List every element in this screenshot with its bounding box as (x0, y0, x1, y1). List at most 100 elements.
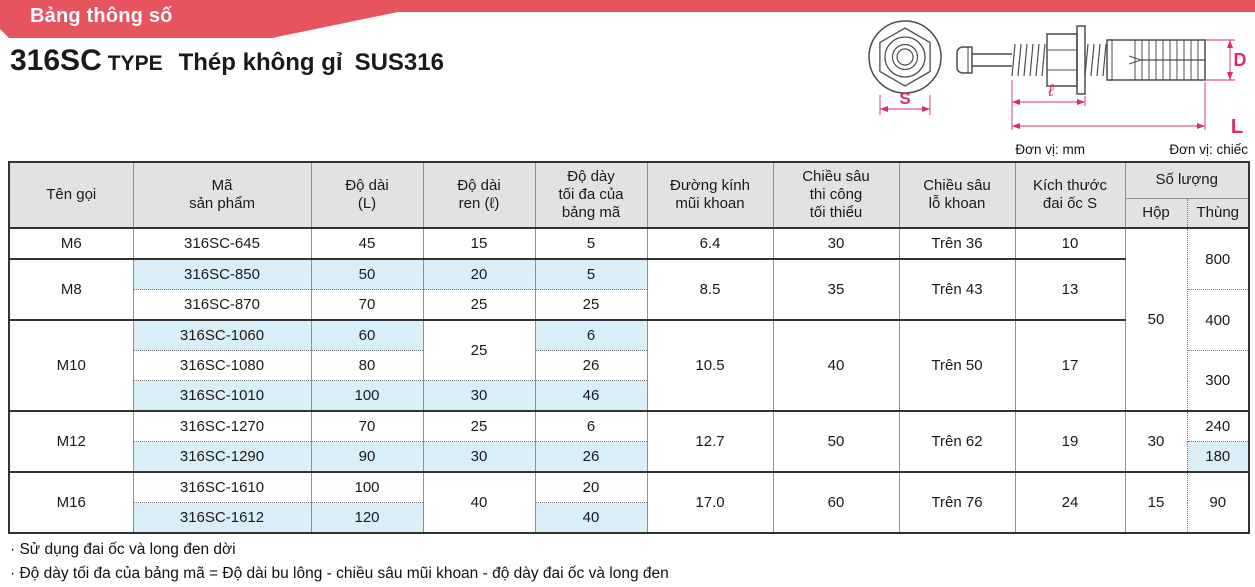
cell-hole-depth: Trên 43 (898, 258, 1016, 320)
cell-drill-diameter: 12.7 (646, 410, 774, 472)
banner-label: Bảng thông số (30, 5, 173, 27)
anchor-front-view-drawing (868, 20, 942, 94)
cell-thread-length: 20 (422, 258, 536, 290)
cell-carton-qty: 300 (1186, 350, 1250, 411)
anchor-side-view-drawing (956, 25, 1206, 95)
cell-thread-length: 30 (422, 441, 536, 472)
cell-thread-length: 40 (422, 471, 536, 533)
note-line: · Sử dụng đai ốc và long đen dời (10, 541, 236, 558)
cell-min-depth: 50 (772, 410, 900, 472)
cell-box-qty: 30 (1124, 410, 1188, 472)
cell-length: 90 (310, 441, 424, 472)
cell-drill-diameter: 8.5 (646, 258, 774, 320)
dim-label-l-small: ℓ (1047, 81, 1054, 100)
cell-code: 316SC-645 (132, 228, 312, 259)
cell-max-thickness: 26 (534, 350, 648, 381)
table-row: M8 316SC-850 50 20 5 8.5 35 Trên 43 13 (8, 258, 1249, 320)
cell-code: 316SC-1270 (132, 410, 312, 442)
cell-carton-qty: 90 (1186, 471, 1250, 533)
dimension-arrowheads (880, 40, 1233, 129)
cell-max-thickness: 46 (534, 380, 648, 411)
anchor-technical-drawing: S ℓ L D (868, 20, 1247, 138)
cell-max-thickness: 25 (534, 289, 648, 320)
cell-nut-size: 17 (1014, 319, 1126, 411)
cell-length: 100 (310, 380, 424, 411)
spec-table: Tên gọi Mã sản phẩm Độ dài (L) Độ dài re… (8, 161, 1251, 534)
cell-length: 80 (310, 350, 424, 381)
cell-code: 316SC-1060 (132, 319, 312, 351)
cell-max-thickness: 20 (534, 471, 648, 503)
cell-length: 45 (310, 228, 424, 259)
table-row: 316SC-1010 100 30 46 (9, 380, 1249, 411)
cell-carton-qty: 400 (1186, 289, 1250, 351)
cell-max-thickness: 6 (534, 410, 648, 442)
dimension-labels: S ℓ L D (899, 50, 1246, 138)
unit-label-pieces: Đơn vị: chiếc (1169, 142, 1248, 157)
header-row-2: Hộp Thùng (9, 197, 1250, 229)
cell-min-depth: 40 (772, 319, 900, 411)
table-row: 316SC-1612 120 40 (9, 502, 1249, 533)
cell-drill-diameter: 6.4 (646, 228, 774, 259)
cell-min-depth: 30 (772, 228, 900, 259)
col-header-nut-size: Kích thước đai ốc S (1014, 161, 1126, 229)
cell-max-thickness: 40 (534, 502, 648, 533)
cell-code: 316SC-870 (132, 289, 312, 320)
col-header-length: Độ dài (L) (310, 161, 424, 229)
cell-name: M6 (8, 228, 134, 259)
cell-hole-depth: Trên 76 (898, 471, 1016, 533)
dim-label-s: S (899, 89, 910, 108)
cell-name: M8 (8, 258, 134, 320)
cell-min-depth: 60 (772, 471, 900, 533)
cell-length: 50 (310, 258, 424, 290)
cell-code: 316SC-850 (132, 258, 312, 290)
cell-code: 316SC-1010 (132, 380, 312, 411)
header-row-1: Tên gọi Mã sản phẩm Độ dài (L) Độ dài re… (8, 161, 1250, 229)
cell-name: M16 (8, 471, 134, 533)
col-header-thread: Độ dài ren (ℓ) (422, 161, 536, 229)
col-header-hole-depth: Chiều sâu lỗ khoan (898, 161, 1016, 229)
col-header-box: Hộp (1124, 197, 1188, 229)
cell-thread-length: 25 (422, 289, 536, 320)
cell-carton-qty: 180 (1186, 441, 1250, 472)
footer-notes: · Sử dụng đai ốc và long đen dời · Độ dà… (10, 538, 669, 586)
cell-thread-length: 30 (422, 380, 536, 411)
col-header-quantity: Số lượng (1124, 161, 1250, 199)
cell-nut-size: 10 (1014, 228, 1126, 259)
table-row: 316SC-870 70 25 25 400 (9, 289, 1250, 351)
title-model: 316SC (10, 44, 102, 77)
table-row: M10 316SC-1060 60 25 6 10.5 40 Trên 50 1… (8, 319, 1249, 411)
dim-label-d: D (1234, 50, 1247, 70)
cell-thread-length: 15 (422, 228, 536, 259)
cell-thread-length: 25 (422, 410, 536, 442)
cell-hole-depth: Trên 36 (898, 228, 1016, 259)
table-row: 316SC-1290 90 30 26 180 (9, 441, 1250, 472)
cell-drill-diameter: 10.5 (646, 319, 774, 411)
unit-label-mm: Đơn vị: mm (1015, 142, 1085, 157)
cell-name: M10 (8, 319, 134, 411)
cell-name: M12 (8, 410, 134, 472)
cell-min-depth: 35 (772, 258, 900, 320)
cell-max-thickness: 5 (534, 258, 648, 290)
cell-max-thickness: 5 (534, 228, 648, 259)
dim-label-l-big: L (1231, 116, 1243, 138)
cell-code: 316SC-1612 (132, 502, 312, 533)
note-line: · Độ dày tối đa của bảng mã = Độ dài bu … (10, 565, 669, 583)
cell-carton-qty: 800 (1186, 228, 1250, 290)
cell-carton-qty: 240 (1186, 410, 1250, 442)
cell-code: 316SC-1610 (132, 471, 312, 503)
col-header-max-thickness: Độ dày tối đa của bảng mã (534, 161, 648, 229)
cell-hole-depth: Trên 50 (898, 319, 1016, 411)
cell-length: 60 (310, 319, 424, 351)
col-header-drill-diameter: Đường kính mũi khoan (646, 161, 774, 229)
cell-code: 316SC-1290 (132, 441, 312, 472)
col-header-name: Tên gọi (8, 161, 134, 229)
cell-nut-size: 19 (1014, 410, 1126, 472)
col-header-min-depth: Chiều sâu thi công tối thiểu (772, 161, 900, 229)
table-row: 316SC-1080 80 26 300 (9, 350, 1250, 411)
cell-max-thickness: 26 (534, 441, 648, 472)
cell-max-thickness: 6 (534, 319, 648, 351)
cell-length: 70 (310, 289, 424, 320)
cell-box-qty: 50 (1124, 228, 1188, 411)
cell-nut-size: 13 (1014, 258, 1126, 320)
cell-nut-size: 24 (1014, 471, 1126, 533)
